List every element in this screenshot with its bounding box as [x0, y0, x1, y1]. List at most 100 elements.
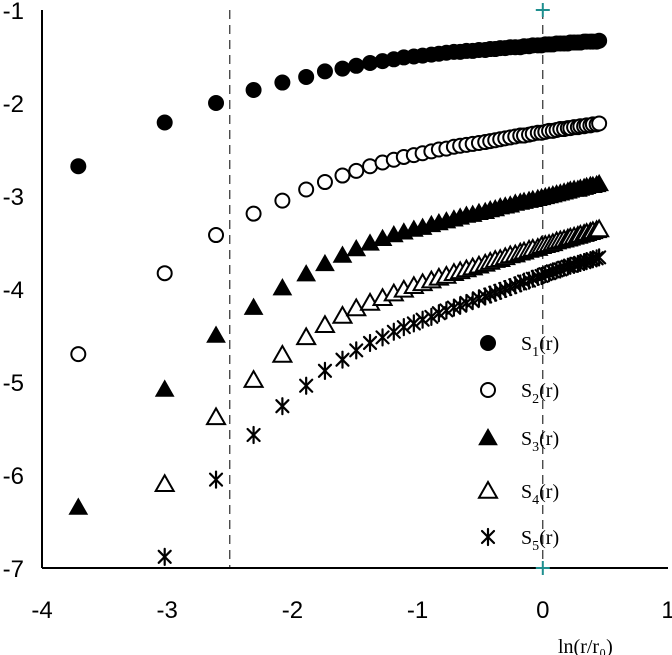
legend-marker: [477, 479, 499, 499]
data-point: [70, 158, 87, 175]
legend-entry: S4(r): [477, 479, 559, 508]
legend-marker: [480, 527, 496, 547]
data-point: [334, 167, 351, 184]
data-point: [362, 55, 379, 72]
data-point: [424, 307, 439, 326]
y-tick-label: -5: [3, 370, 24, 397]
legend-marker: [480, 335, 496, 351]
data-point: [154, 379, 175, 397]
guide-lines-layer: [229, 3, 550, 575]
data-point: [316, 63, 333, 80]
y-tick-label: -1: [3, 0, 24, 25]
x-tick-label: 1: [661, 597, 672, 624]
data-point: [589, 173, 610, 192]
series-4: [153, 218, 610, 493]
legend-label: S5(r): [521, 527, 559, 554]
data-point: [360, 233, 380, 251]
data-point: [156, 265, 173, 282]
data-point: [315, 253, 335, 272]
data-points-layer: [68, 32, 610, 566]
y-tick-label: -7: [3, 556, 24, 583]
data-point: [245, 81, 262, 98]
data-point: [348, 57, 365, 74]
data-point: [246, 425, 261, 445]
data-point: [68, 497, 89, 515]
data-point: [396, 318, 411, 337]
data-point: [386, 322, 401, 341]
legend-marker: [480, 382, 496, 398]
data-point: [299, 376, 314, 395]
x-tick-label: -3: [157, 597, 178, 624]
data-point: [243, 297, 264, 315]
data-point: [156, 114, 173, 131]
x-tick-label: 0: [536, 597, 549, 624]
legend-entry: S2(r): [480, 380, 559, 407]
legend-label: S2(r): [521, 380, 559, 407]
data-point: [332, 245, 353, 263]
series-5: [157, 248, 607, 566]
data-point: [153, 473, 176, 493]
teal-cross-marker: [535, 561, 550, 575]
data-point: [591, 32, 608, 49]
plot-frame-layer: [41, 10, 668, 569]
x-axis-label: ln(r/r₀): [558, 636, 613, 655]
data-point: [592, 248, 607, 267]
legend-label: S3(r): [521, 428, 559, 455]
x-tick-label: -1: [407, 597, 428, 624]
data-point: [205, 406, 227, 426]
data-point: [406, 314, 421, 333]
data-point: [375, 328, 390, 347]
data-point: [208, 95, 225, 111]
x-tick-label: -4: [31, 597, 52, 624]
tick-labels-layer: -4 -3 -2 -1 0 1 -1 -2 -3 -4 -5 -6 -7: [3, 0, 672, 624]
data-point: [242, 369, 265, 388]
series-3: [68, 173, 610, 515]
data-point: [298, 68, 315, 85]
data-point: [70, 346, 87, 363]
y-tick-label: -6: [3, 463, 24, 490]
data-point: [348, 162, 365, 179]
data-point: [439, 301, 454, 320]
data-point: [208, 227, 225, 244]
data-point: [335, 350, 350, 369]
data-point: [591, 115, 608, 132]
data-point: [588, 218, 610, 238]
y-tick-label: -4: [3, 277, 24, 304]
data-point: [431, 304, 446, 323]
data-point: [272, 278, 293, 296]
data-point: [274, 192, 291, 209]
data-point: [296, 264, 317, 282]
teal-cross-marker: [535, 3, 550, 17]
data-point: [206, 325, 226, 343]
data-point: [295, 326, 317, 346]
legend-marker: [478, 427, 498, 446]
data-point: [298, 181, 315, 198]
series-2: [70, 115, 608, 363]
data-point: [362, 333, 378, 353]
data-point: [349, 341, 364, 360]
data-point: [245, 205, 262, 222]
data-point: [271, 344, 294, 363]
data-point: [274, 74, 291, 91]
legend-entry: S5(r): [480, 527, 559, 554]
data-point: [314, 314, 336, 334]
data-point: [346, 239, 367, 257]
legend-entry: S1(r): [480, 333, 559, 360]
data-point: [275, 397, 290, 416]
y-tick-label: -3: [3, 184, 24, 211]
data-point: [316, 174, 333, 191]
legend: S1(r) S2(r) S3(r) S4(r) S5(r): [477, 333, 559, 554]
legend-entry: S3(r): [478, 427, 559, 455]
data-point: [589, 249, 604, 268]
data-point: [317, 361, 333, 380]
legend-label: S4(r): [521, 481, 559, 508]
legend-label: S1(r): [521, 333, 559, 360]
data-point: [415, 310, 430, 329]
data-point: [157, 547, 172, 566]
x-tick-label: -2: [282, 597, 303, 624]
data-point: [334, 60, 351, 77]
y-tick-label: -2: [3, 91, 24, 118]
series-1: [70, 32, 608, 175]
data-point: [208, 470, 224, 489]
